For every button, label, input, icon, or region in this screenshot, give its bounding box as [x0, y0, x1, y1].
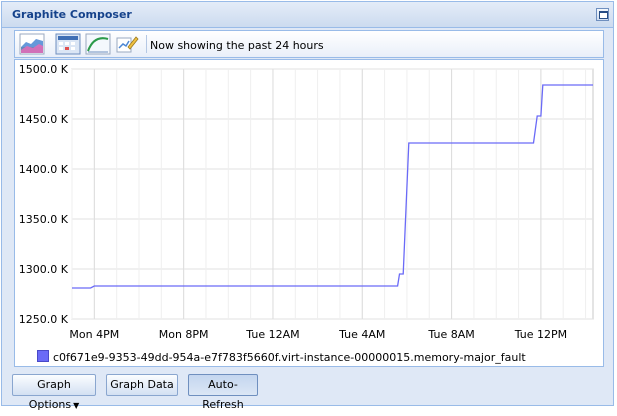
edit-graph-icon[interactable]: [114, 33, 140, 55]
x-tick-label: Mon 4PM: [69, 328, 119, 341]
time-range-status: Now showing the past 24 hours: [150, 39, 324, 52]
window-titlebar[interactable]: Graphite Composer: [2, 2, 613, 28]
y-tick-label: 1400.0 K: [19, 163, 69, 176]
chevron-down-icon: ▼: [73, 401, 80, 410]
composer-toolbar: Now showing the past 24 hours: [14, 30, 604, 58]
toolbar-separator: [146, 35, 147, 53]
series-line: [72, 84, 593, 289]
x-tick-label: Tue 12PM: [514, 328, 567, 341]
graph-data-button[interactable]: Graph Data: [106, 374, 178, 396]
graphite-composer-window: Graphite Composer: [1, 1, 614, 411]
graph-panel: 1500.0 K 1450.0 K 1400.0 K 1350.0 K 1300.0 K…: [14, 59, 604, 367]
auto-refresh-label: Auto-Refresh: [202, 378, 244, 411]
recent-curve-icon[interactable]: [85, 33, 111, 55]
x-tick-label: Tue 8AM: [427, 328, 474, 341]
calendar-date-range-icon[interactable]: [55, 33, 81, 55]
minimize-icon[interactable]: [596, 8, 609, 21]
legend-swatch: [37, 350, 49, 362]
y-tick-label: 1300.0 K: [19, 263, 69, 276]
x-tick-label: Tue 4AM: [338, 328, 385, 341]
graph-options-label: Graph Options: [28, 378, 72, 411]
y-tick-label: 1500.0 K: [19, 63, 69, 76]
graph-options-button[interactable]: Graph Options ▼: [12, 374, 96, 411]
x-tick-label: Mon 8PM: [159, 328, 209, 341]
legend-label: c0f671e9-9353-49dd-954a-e7f783f5660f.vir…: [53, 351, 526, 364]
y-tick-label: 1350.0 K: [19, 213, 69, 226]
y-tick-label: 1250.0 K: [19, 313, 69, 326]
y-tick-label: 1450.0 K: [19, 113, 69, 126]
window-title: Graphite Composer: [12, 8, 132, 21]
graph-options-icon[interactable]: [19, 33, 45, 55]
plot-area: [71, 68, 594, 320]
graph-data-label: Graph Data: [110, 378, 174, 391]
x-tick-label: Tue 12AM: [245, 328, 299, 341]
auto-refresh-button[interactable]: Auto-Refresh: [188, 374, 258, 411]
legend: c0f671e9-9353-49dd-954a-e7f783f5660f.vir…: [37, 350, 526, 364]
graph-image: 1500.0 K 1450.0 K 1400.0 K 1350.0 K 1300.0 K…: [19, 63, 594, 341]
